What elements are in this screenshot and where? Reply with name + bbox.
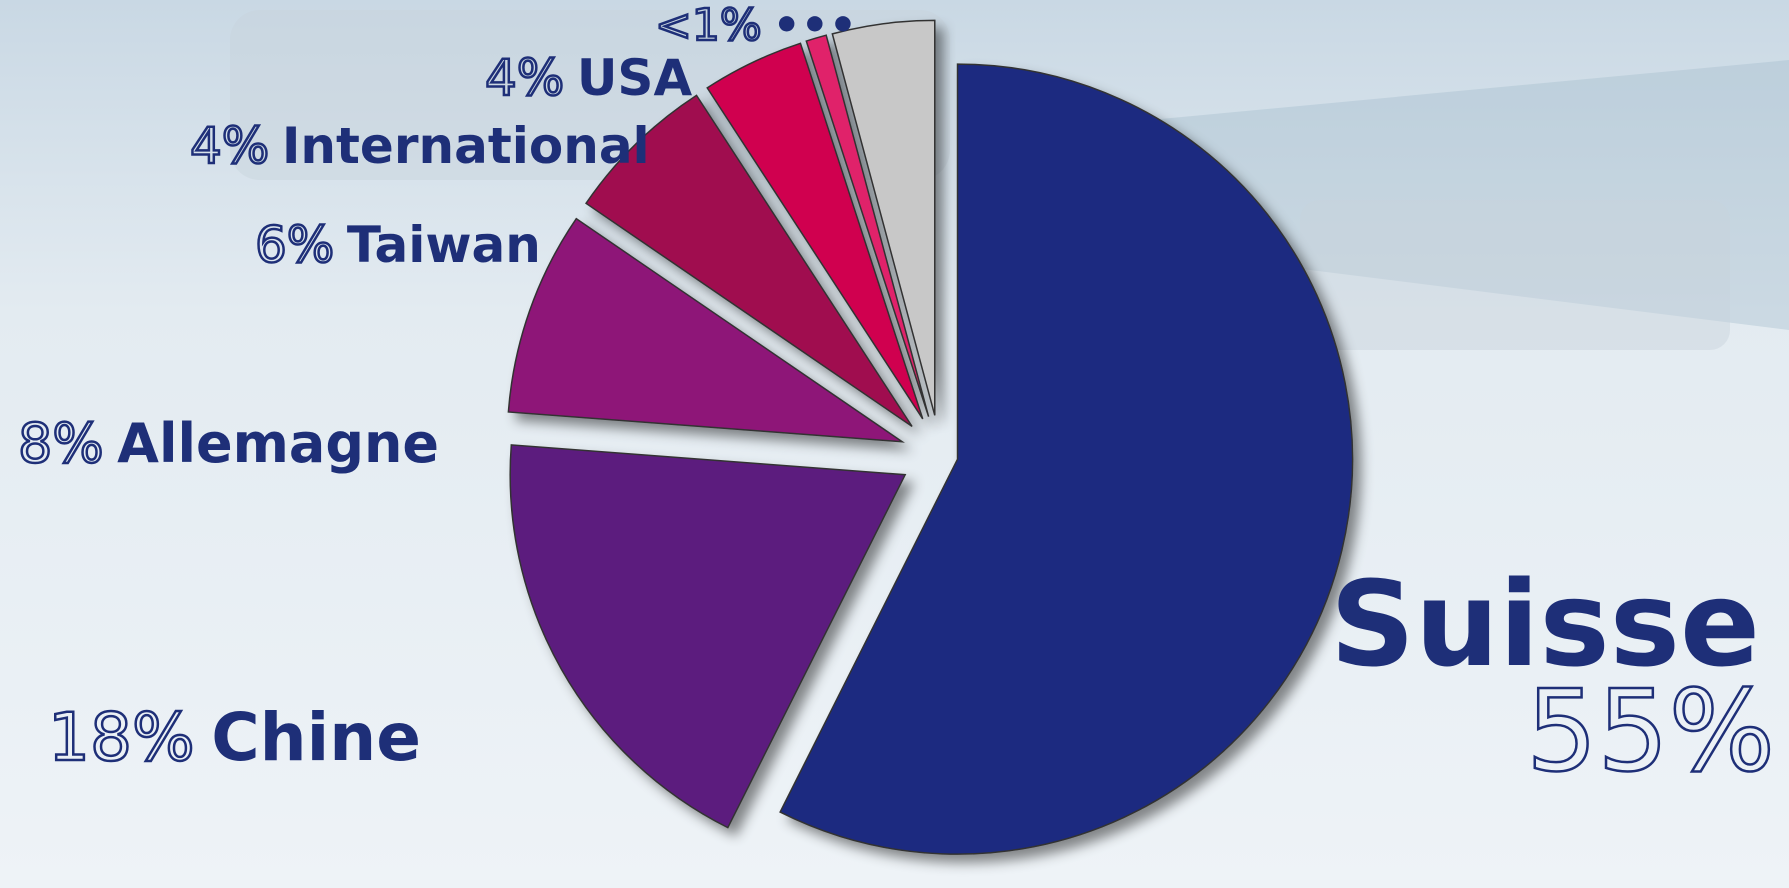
category-label: ••• (773, 0, 857, 51)
slice-label: 4%USA (485, 49, 692, 107)
chart: Suisse55%18%Chine8%Allemagne6%Taiwan4%In… (0, 0, 1789, 888)
value-label: 55% (1526, 667, 1775, 797)
value-label: 4% (190, 117, 269, 175)
value-label: 8% (18, 412, 104, 475)
category-label: Allemagne (117, 412, 439, 475)
value-label: 4% (485, 49, 564, 107)
value-label: <1% (655, 0, 762, 51)
category-label: Taiwan (347, 216, 541, 274)
background-train (1300, 200, 1730, 350)
slice-label: 4%International (190, 117, 650, 175)
page: Suisse55%18%Chine8%Allemagne6%Taiwan4%In… (0, 0, 1789, 888)
value-label: 18% (48, 699, 195, 776)
value-label: 6% (255, 216, 334, 274)
slice-label: 6%Taiwan (255, 216, 541, 274)
category-label: International (282, 117, 650, 175)
slice-label: <1%••• (655, 0, 857, 51)
slice-label: 18%Chine (48, 699, 421, 776)
slice-label: 8%Allemagne (18, 412, 439, 475)
category-label: Chine (211, 699, 421, 776)
category-label: USA (577, 49, 693, 107)
